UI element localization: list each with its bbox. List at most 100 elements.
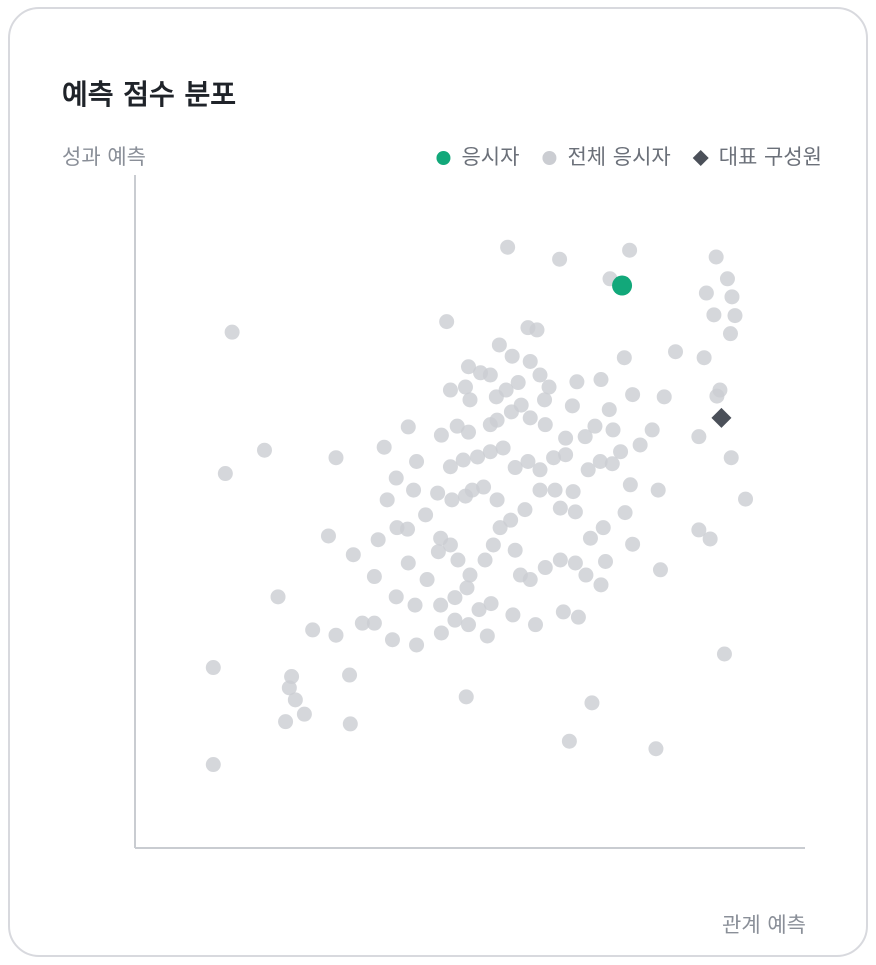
population-point bbox=[492, 520, 508, 536]
population-point bbox=[527, 617, 543, 633]
legend-label: 대표 구성원 bbox=[719, 145, 822, 169]
population-point bbox=[354, 615, 370, 631]
points-front bbox=[612, 275, 732, 428]
population-point bbox=[433, 625, 449, 641]
population-point bbox=[507, 542, 523, 558]
population-point bbox=[457, 379, 473, 395]
population-point bbox=[532, 367, 548, 383]
population-point bbox=[278, 714, 294, 730]
legend: 대표 구성원 전체 응시자 응시자 bbox=[436, 145, 822, 169]
population-point bbox=[500, 239, 516, 255]
population-point bbox=[388, 589, 404, 605]
population-point bbox=[598, 554, 614, 570]
population-point bbox=[593, 577, 609, 593]
population-point bbox=[400, 521, 416, 537]
population-point bbox=[595, 520, 611, 536]
population-point bbox=[582, 530, 598, 546]
population-point bbox=[477, 552, 493, 568]
population-point bbox=[552, 552, 568, 568]
population-point bbox=[546, 450, 562, 466]
population-point bbox=[460, 424, 476, 440]
population-point bbox=[507, 460, 523, 476]
card bbox=[8, 7, 868, 957]
population-point bbox=[584, 695, 600, 711]
population-point bbox=[696, 350, 712, 366]
population-point bbox=[430, 544, 446, 560]
population-point bbox=[400, 419, 416, 435]
population-point bbox=[433, 597, 449, 613]
x-axis-label: 관계 예측 bbox=[722, 913, 806, 937]
population-point bbox=[577, 429, 593, 445]
legend-label: 응시자 bbox=[461, 145, 519, 169]
population-point bbox=[605, 422, 621, 438]
population-point bbox=[379, 492, 395, 508]
population-point bbox=[708, 249, 724, 265]
population-point bbox=[601, 402, 617, 418]
population-point bbox=[656, 389, 672, 405]
population-point bbox=[552, 500, 568, 516]
population-point bbox=[442, 382, 458, 398]
population-point bbox=[691, 429, 707, 445]
population-point bbox=[698, 285, 714, 301]
population-point bbox=[632, 437, 648, 453]
population-point bbox=[485, 537, 501, 553]
population-point bbox=[727, 308, 743, 324]
population-point bbox=[522, 353, 538, 369]
population-point bbox=[738, 491, 754, 507]
representative-point bbox=[711, 407, 732, 428]
population-point bbox=[622, 477, 638, 493]
population-point bbox=[558, 447, 574, 463]
population-point bbox=[510, 375, 526, 391]
population-point bbox=[366, 569, 382, 585]
population-point bbox=[406, 482, 422, 498]
population-point bbox=[537, 392, 553, 408]
chart-title: 예측 점수 분포 bbox=[62, 78, 236, 111]
population-point bbox=[532, 482, 548, 498]
population-point bbox=[558, 430, 574, 446]
population-point bbox=[537, 560, 553, 576]
population-point bbox=[541, 379, 557, 395]
population-point bbox=[517, 502, 533, 518]
population-point bbox=[439, 314, 455, 330]
population-point bbox=[565, 484, 581, 500]
applicant-point bbox=[612, 275, 633, 296]
population-point bbox=[567, 504, 583, 520]
population-point bbox=[388, 470, 404, 486]
population-point bbox=[459, 580, 475, 596]
population-point bbox=[471, 602, 487, 618]
population-point bbox=[504, 348, 520, 364]
population-point bbox=[723, 450, 739, 466]
population-point bbox=[281, 680, 297, 696]
population-point bbox=[570, 609, 586, 625]
population-point bbox=[320, 528, 336, 544]
population-point bbox=[716, 646, 732, 662]
population-point bbox=[552, 251, 568, 267]
population-point bbox=[668, 344, 684, 360]
population-point bbox=[418, 507, 434, 523]
population-point bbox=[529, 322, 545, 338]
y-axis-label: 성과 예측 bbox=[62, 145, 146, 169]
points-back bbox=[205, 239, 754, 773]
population-point bbox=[407, 597, 423, 613]
population-point bbox=[476, 479, 492, 495]
population-point bbox=[444, 492, 460, 508]
legend-marker bbox=[542, 151, 557, 165]
population-point bbox=[384, 632, 400, 648]
population-point bbox=[460, 617, 476, 633]
population-point bbox=[400, 555, 416, 571]
population-point bbox=[722, 326, 738, 342]
population-point bbox=[328, 450, 344, 466]
population-point bbox=[522, 572, 538, 588]
population-point bbox=[482, 367, 498, 383]
population-point bbox=[644, 422, 660, 438]
population-point bbox=[342, 716, 358, 732]
population-point bbox=[547, 482, 563, 498]
population-point bbox=[592, 453, 608, 469]
population-point bbox=[564, 398, 580, 414]
population-point bbox=[370, 532, 386, 548]
population-point bbox=[462, 567, 478, 583]
population-point bbox=[702, 531, 718, 547]
population-point bbox=[625, 387, 641, 403]
population-point bbox=[205, 757, 221, 773]
